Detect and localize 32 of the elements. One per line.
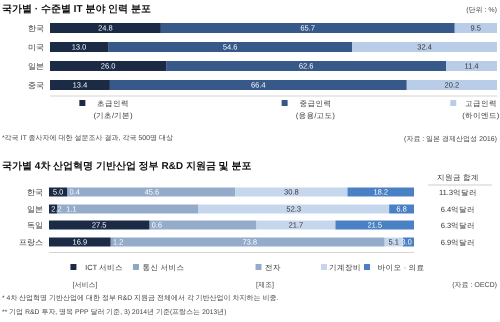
bar: [454, 23, 497, 33]
bar: [49, 238, 111, 246]
bar: [198, 204, 390, 214]
bar: [336, 220, 414, 230]
y-tick-label: 프랑스: [19, 238, 43, 247]
bar: [50, 23, 161, 33]
bar: [348, 188, 414, 196]
bar: [446, 61, 497, 71]
chart-title: 국가별 4차 산업혁명 기반산업 정부 R&D 지원금 및 분포: [2, 161, 252, 172]
y-tick-label: 한국: [27, 188, 43, 197]
y-tick-label: 한국: [28, 24, 44, 33]
bar: [110, 80, 407, 90]
bar: [61, 204, 198, 214]
bar: [108, 42, 352, 52]
bar: [68, 188, 236, 196]
bar: [235, 188, 348, 196]
y-tick-label: 일본: [27, 205, 43, 214]
bar: [160, 23, 455, 33]
y-tick-label: 미국: [28, 43, 44, 52]
bar: [50, 61, 166, 71]
y-tick-label: 일본: [28, 62, 44, 71]
bar: [152, 220, 256, 230]
bar: [50, 80, 110, 90]
bar: [50, 42, 108, 52]
bar: [352, 42, 497, 52]
y-tick-label: 중국: [28, 81, 44, 90]
bar: [166, 61, 446, 71]
bar: [49, 220, 150, 230]
bar: [256, 220, 336, 230]
chart-title: 국가별 · 수준별 IT 분야 인력 분포: [2, 4, 151, 15]
y-tick-label: 독일: [27, 221, 43, 230]
bar: [406, 80, 497, 90]
